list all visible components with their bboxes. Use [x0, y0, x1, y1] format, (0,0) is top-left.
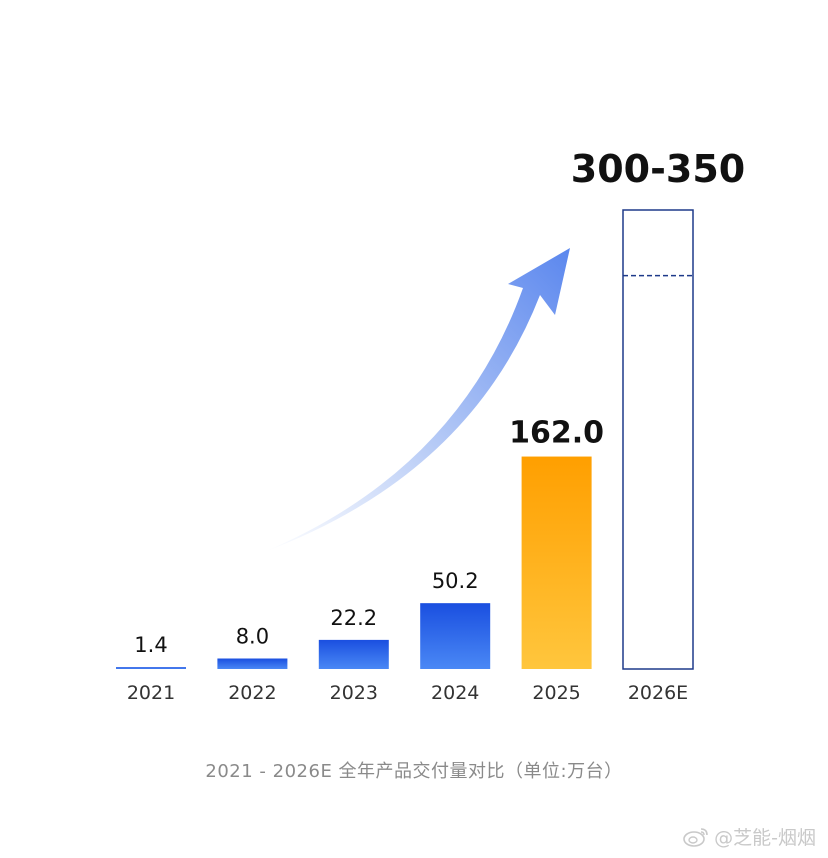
- bar-2024: [420, 603, 491, 669]
- bars-layer: [116, 209, 694, 670]
- watermark-text: @芝能-烟烟: [714, 827, 816, 849]
- x-tick-label-2021: 2021: [127, 682, 175, 704]
- bar-2025: [521, 456, 592, 669]
- weibo-icon: [683, 827, 708, 847]
- value-label-2026e: 300-350: [571, 147, 745, 191]
- value-label-2021: 1.4: [134, 633, 167, 657]
- bar-2021: [116, 667, 186, 669]
- x-tick-label-2024: 2024: [431, 682, 479, 704]
- x-tick-label-2022: 2022: [228, 682, 276, 704]
- chart-caption: 2021 - 2026E 全年产品交付量对比（单位:万台）: [205, 761, 623, 782]
- value-label-2023: 22.2: [330, 606, 377, 630]
- bar-2026e: [622, 209, 694, 670]
- bar-2022: [217, 658, 288, 669]
- value-label-2022: 8.0: [236, 625, 269, 649]
- trend-arrow: [264, 248, 570, 552]
- value-label-2024: 50.2: [432, 569, 479, 593]
- x-tick-label-2023: 2023: [330, 682, 378, 704]
- x-tick-label-2025: 2025: [532, 682, 580, 704]
- x-tick-label-2026e: 2026E: [628, 682, 688, 704]
- value-labels-layer: 1.4 8.0 22.2 50.2 162.0 300-350: [134, 147, 745, 657]
- x-tick-labels-layer: 2021 2022 2023 2024 2025 2026E: [127, 682, 688, 704]
- value-label-2025: 162.0: [509, 416, 604, 451]
- watermark: @芝能-烟烟: [682, 823, 816, 850]
- bar-2023: [318, 639, 389, 669]
